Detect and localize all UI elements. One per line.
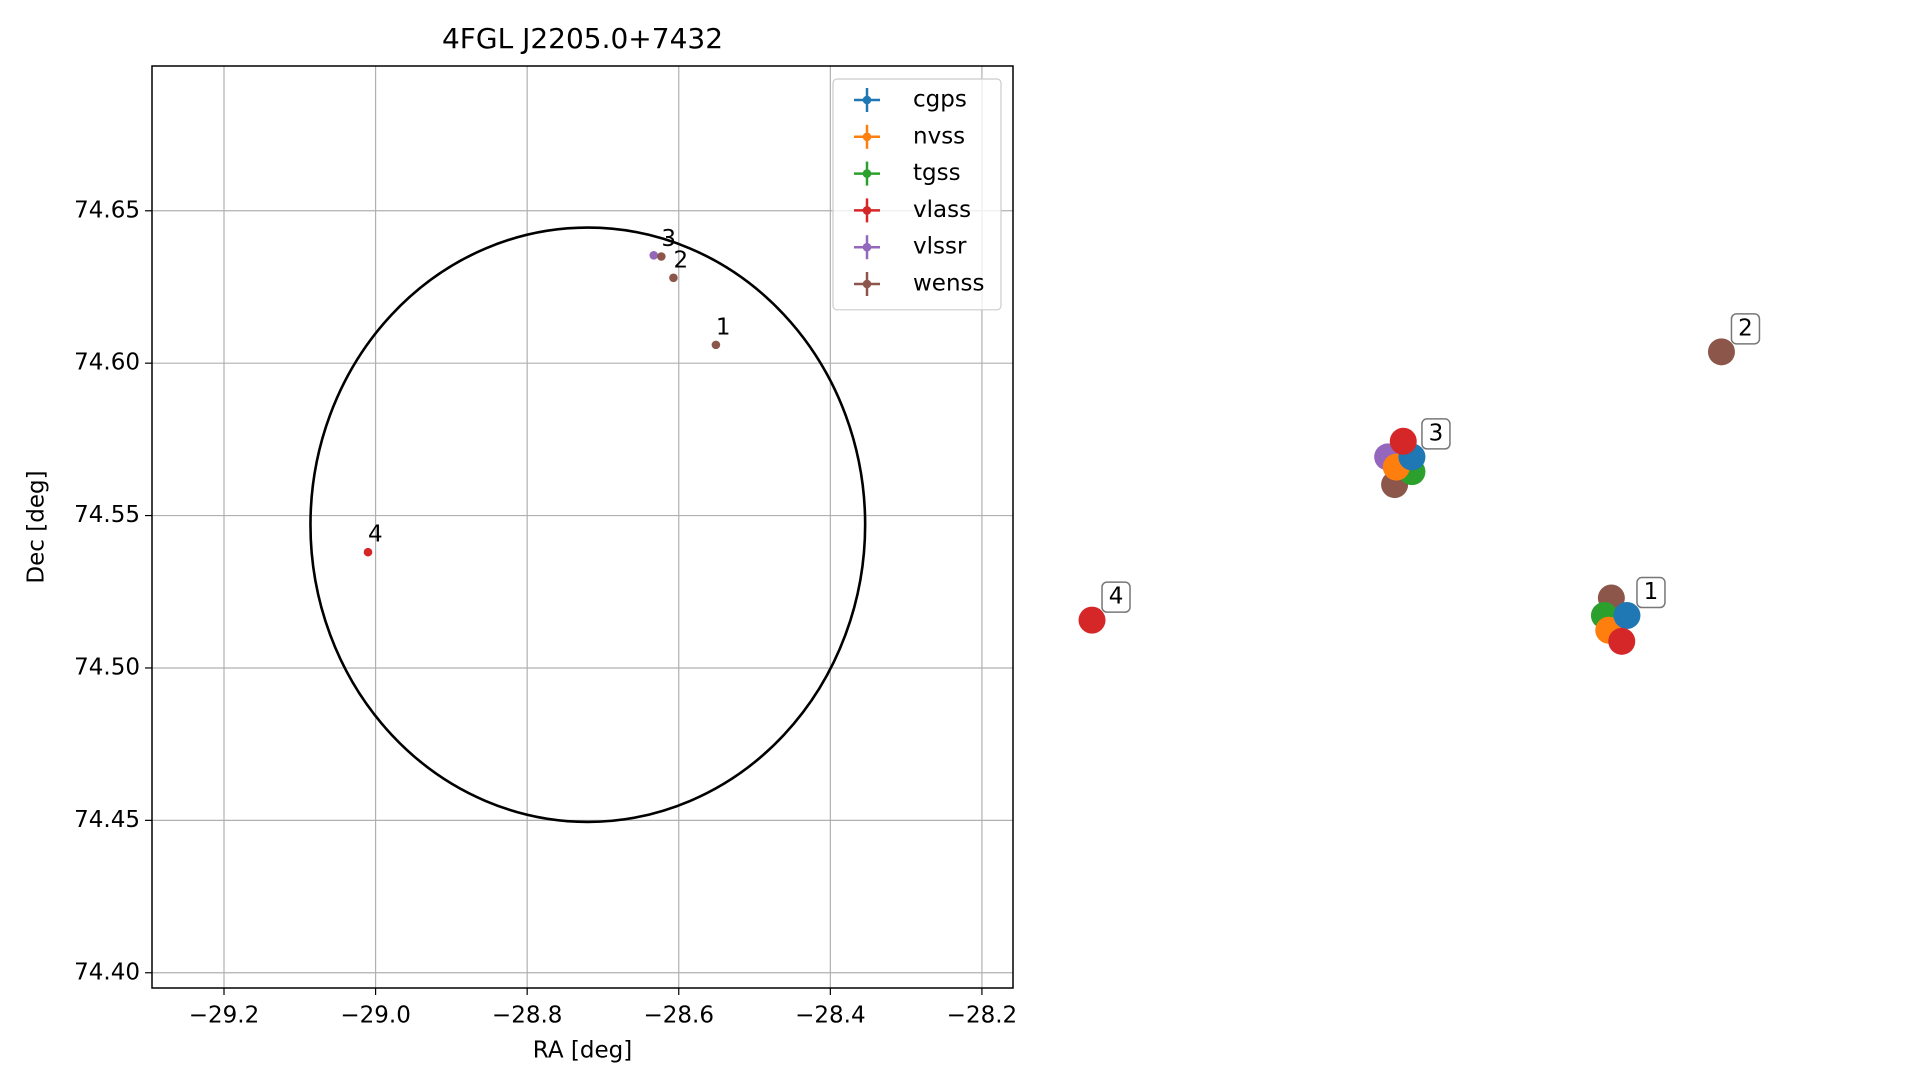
search-circle (309, 226, 867, 824)
point-label: 3 (1429, 420, 1444, 446)
point-label: 2 (673, 247, 688, 273)
x-tick-label: −28.6 (644, 1003, 714, 1029)
x-tick-label: −28.8 (492, 1003, 562, 1029)
legend-label: tgss (913, 160, 961, 186)
point-label: 2 (1738, 315, 1753, 341)
x-tick-label: −29.2 (189, 1003, 259, 1029)
label-box (1421, 418, 1451, 450)
axes-frame (151, 65, 1014, 989)
data-point (711, 340, 721, 350)
legend-marker (862, 242, 872, 252)
legend-label: cgps (913, 87, 967, 113)
legend-marker (862, 132, 872, 142)
data-point (657, 252, 666, 261)
label-box (1730, 313, 1761, 345)
data-point (363, 547, 373, 557)
y-tick-label: 74.60 (74, 350, 140, 376)
point-label: 1 (716, 314, 731, 340)
legend-marker (862, 169, 872, 178)
legend-marker (862, 95, 872, 105)
data-point (1608, 627, 1636, 655)
data-point (1707, 338, 1735, 366)
x-tick-label: −29.0 (340, 1003, 410, 1029)
point-label: 4 (1109, 584, 1124, 610)
data-point (669, 273, 678, 283)
label-box (1101, 581, 1131, 613)
y-axis-label: Dec [deg] (24, 470, 50, 583)
data-point (649, 250, 659, 260)
point-label: 3 (661, 226, 676, 252)
data-point (1078, 606, 1106, 634)
y-tick-label: 74.40 (74, 959, 140, 985)
legend-label: wenss (913, 271, 985, 297)
legend-label: vlass (913, 197, 971, 223)
point-label: 4 (368, 522, 383, 548)
data-point (1389, 427, 1417, 455)
legend-marker (862, 279, 872, 289)
legend-marker (862, 206, 872, 215)
chart-title: 4FGL J2205.0+7432 (442, 22, 723, 55)
point-label: 1 (1644, 579, 1659, 605)
label-box (1636, 576, 1666, 609)
x-tick-label: −28.4 (795, 1003, 865, 1029)
x-tick-label: −28.2 (947, 1003, 1017, 1029)
legend-label: vlssr (913, 234, 967, 260)
legend-label: nvss (913, 123, 965, 149)
y-tick-label: 74.50 (74, 654, 140, 680)
y-tick-label: 74.55 (74, 502, 140, 528)
y-tick-label: 74.65 (74, 197, 140, 223)
data-point (1613, 602, 1641, 630)
y-tick-label: 74.45 (74, 807, 140, 833)
x-axis-label: RA [deg] (533, 1038, 632, 1064)
